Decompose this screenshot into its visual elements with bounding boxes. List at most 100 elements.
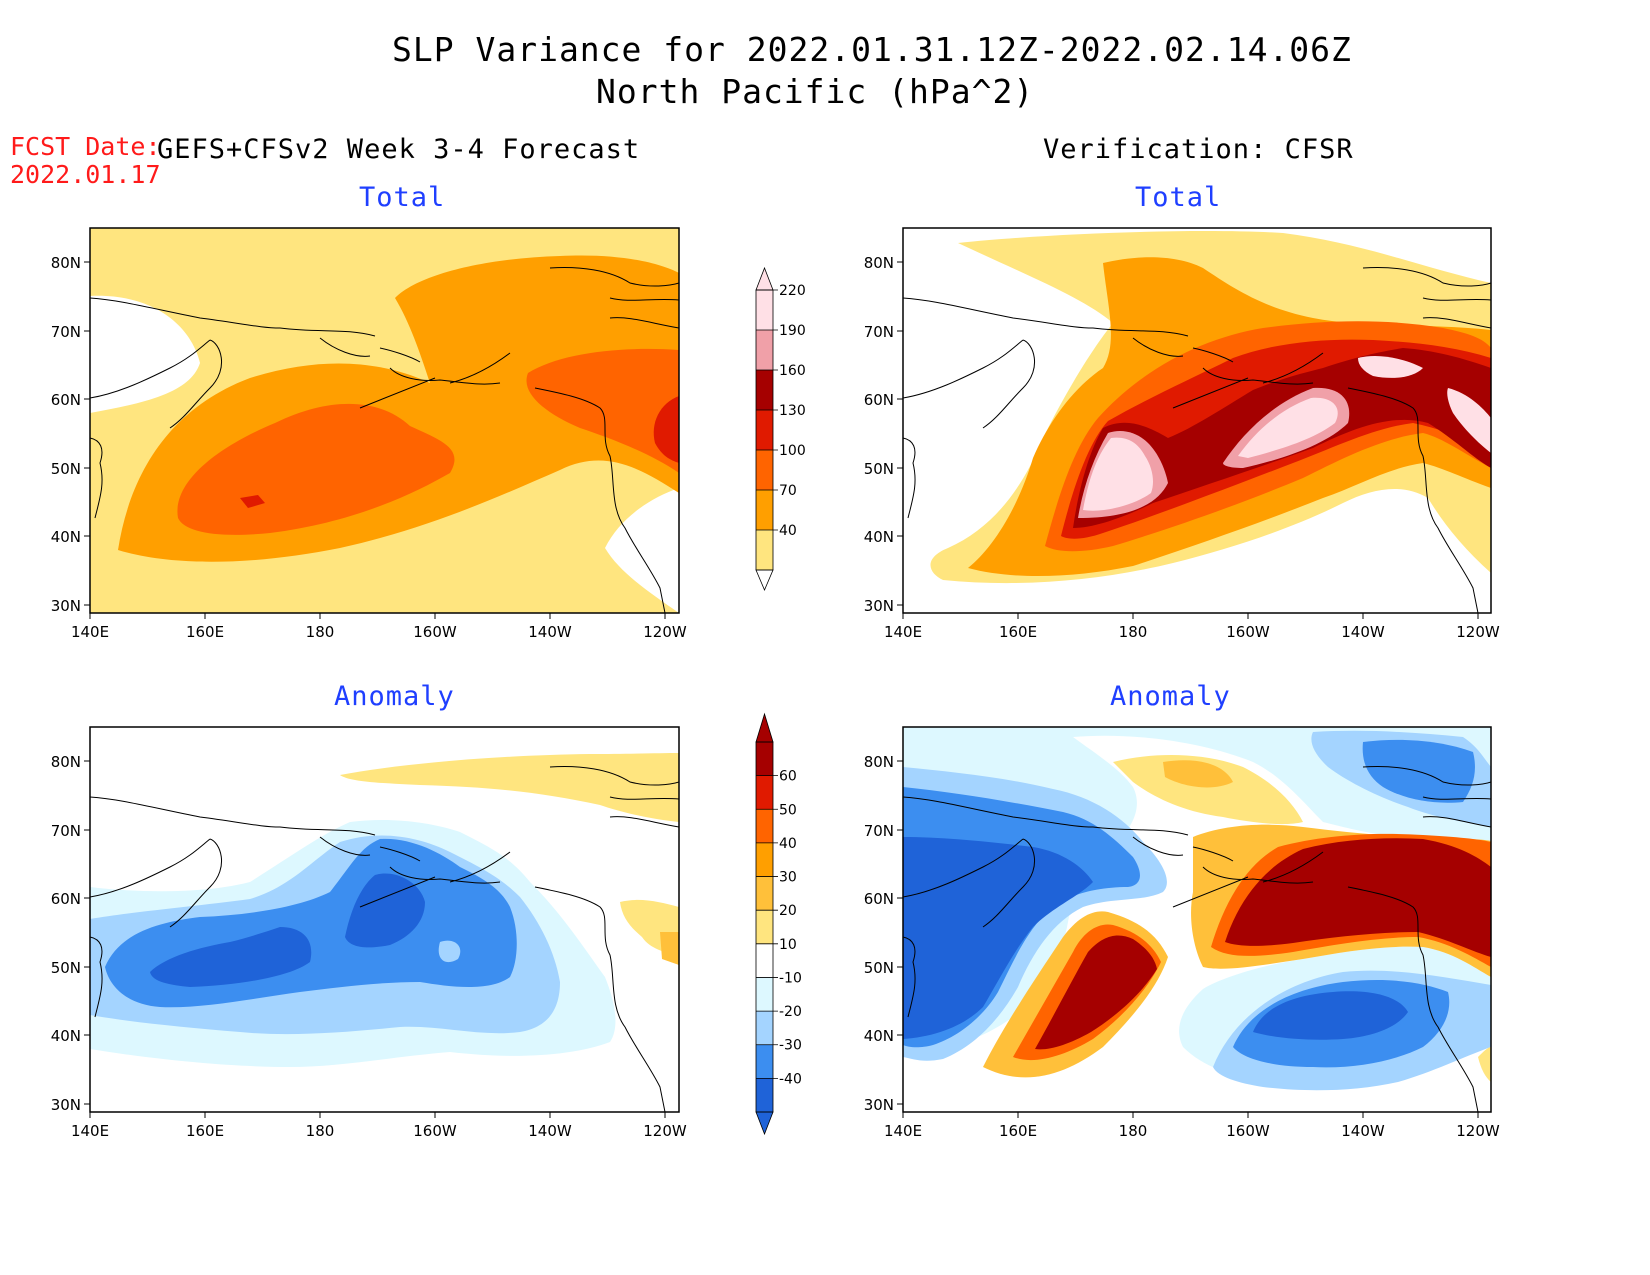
- verification-anomaly-lon-label: 140E: [884, 1122, 922, 1140]
- total-colorbar-swatch: [756, 410, 773, 450]
- verification-anomaly-map: [903, 727, 1491, 1112]
- main-title: SLP Variance for 2022.01.31.12Z-2022.02.…: [392, 30, 1352, 69]
- anomaly-colorbar-label: 50: [779, 802, 797, 818]
- verification-total-lat-label: 50N: [864, 460, 894, 478]
- total-colorbar-swatch: [756, 530, 773, 570]
- forecast-anomaly-lat-label: 70N: [51, 822, 81, 840]
- anomaly-colorbar-swatch: [756, 1011, 773, 1045]
- forecast-anomaly-title: Anomaly: [334, 681, 455, 712]
- forecast-anomaly-lon-label: 120W: [643, 1122, 687, 1140]
- anomaly-colorbar-label: -30: [779, 1038, 802, 1054]
- anomaly-colorbar-swatch: [756, 1044, 773, 1079]
- total-colorbar-top-arrow: [755, 266, 774, 291]
- verification-anomaly-lon-label: 160E: [999, 1122, 1037, 1140]
- forecast-anomaly-lon-label: 180: [306, 1122, 335, 1140]
- verification-anomaly-lat-label: 70N: [864, 822, 894, 840]
- forecast-anomaly-lat-label: 30N: [51, 1096, 81, 1114]
- anomaly-colorbar-bottom-arrow: [755, 1111, 774, 1136]
- forecast-anomaly-lon-label: 140W: [528, 1122, 572, 1140]
- forecast-total-lat-label: 60N: [51, 391, 81, 409]
- total-colorbar-label: 100: [779, 443, 806, 459]
- forecast-total-lon-label: 160E: [186, 623, 224, 641]
- anomaly-colorbar-swatch: [756, 809, 773, 843]
- forecast-column-title: GEFS+CFSv2 Week 3-4 Forecast: [157, 134, 641, 165]
- total-colorbar-swatch: [756, 490, 773, 530]
- verification-total-lon-label: 140E: [884, 623, 922, 641]
- verification-total-lon-label: 180: [1119, 623, 1148, 641]
- total-colorbar-swatch: [756, 370, 773, 410]
- forecast-date-label: FCST Date:: [10, 132, 161, 161]
- verification-anomaly-lon-label: 180: [1119, 1122, 1148, 1140]
- anomaly-colorbar-swatch: [756, 842, 773, 877]
- verification-total-lat-label: 60N: [864, 391, 894, 409]
- total-colorbar-outline: [755, 289, 774, 571]
- total-colorbar-label: 130: [779, 403, 806, 419]
- verification-total-lon-label: 160W: [1226, 623, 1270, 641]
- anomaly-colorbar-label: -20: [779, 1004, 802, 1020]
- total-colorbar-label: 190: [779, 323, 806, 339]
- verification-total-title: Total: [1135, 182, 1222, 213]
- total-colorbar-bottom-arrow: [755, 569, 774, 592]
- forecast-total-lon-label: 160W: [413, 623, 457, 641]
- total-colorbar-swatch: [756, 330, 773, 370]
- verification-anomaly-lat-label: 80N: [864, 753, 894, 771]
- forecast-anomaly-lat-label: 80N: [51, 753, 81, 771]
- forecast-total-lat-label: 50N: [51, 460, 81, 478]
- anomaly-colorbar-label: 60: [779, 769, 797, 785]
- anomaly-colorbar-label: 30: [779, 870, 797, 886]
- verification-total-map: [903, 228, 1491, 613]
- forecast-total-lat-label: 70N: [51, 323, 81, 341]
- forecast-total-lon-label: 140W: [528, 623, 572, 641]
- anomaly-colorbar-label: 40: [779, 836, 797, 852]
- total-colorbar-swatch: [756, 290, 773, 330]
- verification-anomaly-lon-label: 160W: [1226, 1122, 1270, 1140]
- anomaly-colorbar-swatch: [756, 876, 773, 911]
- total-colorbar-swatch: [756, 450, 773, 490]
- verification-total-lon-label: 160E: [999, 623, 1037, 641]
- forecast-anomaly-map: [90, 727, 679, 1112]
- total-colorbar-label: 160: [779, 363, 806, 379]
- verification-total-lat-label: 30N: [864, 597, 894, 615]
- anomaly-colorbar-label: -40: [779, 1071, 802, 1087]
- forecast-anomaly-lat-label: 40N: [51, 1027, 81, 1045]
- verification-anomaly-lat-label: 60N: [864, 890, 894, 908]
- forecast-total-lat-label: 30N: [51, 597, 81, 615]
- forecast-total-title: Total: [359, 182, 446, 213]
- verification-total-lon-label: 140W: [1341, 623, 1385, 641]
- anomaly-colorbar-swatch: [756, 1078, 773, 1112]
- forecast-anomaly-lat-label: 50N: [51, 959, 81, 977]
- anomaly-colorbar-label: 10: [779, 937, 797, 953]
- anomaly-colorbar-top-arrow: [755, 712, 774, 743]
- anomaly-colorbar-swatch: [756, 977, 773, 1012]
- anomaly-colorbar-swatch: [756, 943, 773, 978]
- anomaly-colorbar-label: -10: [779, 970, 802, 986]
- forecast-total-lon-label: 180: [306, 623, 335, 641]
- forecast-anomaly-lon-label: 140E: [71, 1122, 109, 1140]
- verification-total-lat-label: 40N: [864, 528, 894, 546]
- verification-anomaly-lat-label: 40N: [864, 1027, 894, 1045]
- verification-anomaly-lon-label: 120W: [1456, 1122, 1500, 1140]
- forecast-total-lat-label: 40N: [51, 528, 81, 546]
- total-colorbar-label: 70: [779, 483, 797, 499]
- main-subtitle: North Pacific (hPa^2): [596, 72, 1035, 111]
- anomaly-colorbar-outline: [755, 741, 774, 1113]
- verification-anomaly-lat-label: 30N: [864, 1096, 894, 1114]
- verification-column-title: Verification: CFSR: [1043, 134, 1354, 165]
- anomaly-colorbar-swatch: [756, 742, 773, 776]
- forecast-total-lat-label: 80N: [51, 254, 81, 272]
- verification-total-lat-label: 70N: [864, 323, 894, 341]
- anomaly-colorbar-swatch: [756, 775, 773, 810]
- forecast-total-lon-label: 120W: [643, 623, 687, 641]
- forecast-anomaly-lon-label: 160W: [413, 1122, 457, 1140]
- forecast-total-lon-label: 140E: [71, 623, 109, 641]
- anomaly-colorbar-label: 20: [779, 903, 797, 919]
- forecast-anomaly-lat-label: 60N: [51, 890, 81, 908]
- forecast-total-map: [90, 228, 679, 613]
- verification-total-lat-label: 80N: [864, 254, 894, 272]
- verification-anomaly-lat-label: 50N: [864, 959, 894, 977]
- verification-anomaly-lon-label: 140W: [1341, 1122, 1385, 1140]
- forecast-date-value: 2022.01.17: [10, 160, 161, 189]
- anomaly-colorbar-swatch: [756, 910, 773, 944]
- verification-total-lon-label: 120W: [1456, 623, 1500, 641]
- forecast-anomaly-lon-label: 160E: [186, 1122, 224, 1140]
